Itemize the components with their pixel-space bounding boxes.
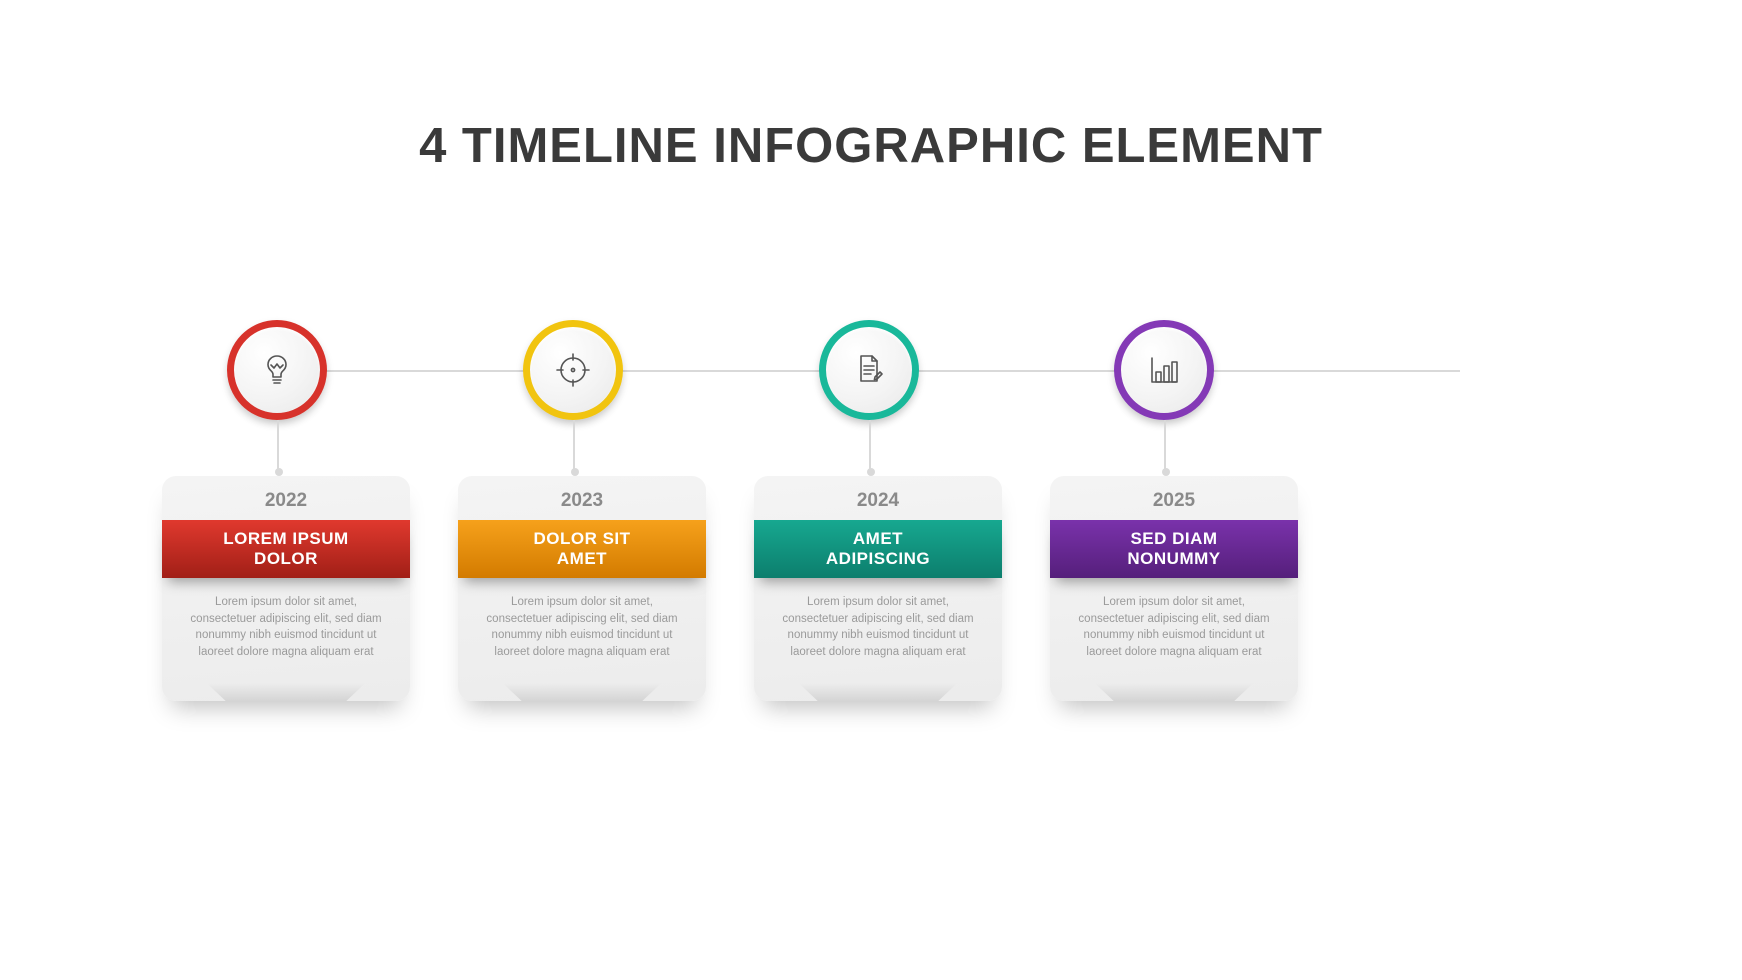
card-headline: SED DIAM NONUMMY (1127, 529, 1220, 568)
card-banner: DOLOR SIT AMET (458, 520, 706, 578)
card-body-text: Lorem ipsum dolor sit amet, consectetuer… (754, 578, 1002, 661)
node-drop-line (869, 420, 871, 472)
drop-end-dot (867, 468, 875, 476)
timeline-card: 2025 SED DIAM NONUMMY Lorem ipsum dolor si… (1050, 476, 1298, 701)
page-title: 4 TIMELINE INFOGRAPHIC ELEMENT (0, 118, 1742, 174)
infographic-stage: 4 TIMELINE INFOGRAPHIC ELEMENT 2022 LOREM… (0, 0, 1742, 980)
card-headline: AMET ADIPISCING (826, 529, 930, 568)
drop-end-dot (275, 468, 283, 476)
node-ring (523, 320, 623, 420)
card-year: 2025 (1050, 476, 1298, 512)
timeline-node (234, 327, 320, 413)
card-fold-shadow (799, 683, 958, 701)
card-headline: DOLOR SIT AMET (533, 529, 630, 568)
card-body-text: Lorem ipsum dolor sit amet, consectetuer… (458, 578, 706, 661)
node-ring (819, 320, 919, 420)
node-drop-line (573, 420, 575, 472)
card-banner: SED DIAM NONUMMY (1050, 520, 1298, 578)
card-body-text: Lorem ipsum dolor sit amet, consectetuer… (1050, 578, 1298, 661)
drop-end-dot (1162, 468, 1170, 476)
timeline-node (1121, 327, 1207, 413)
card-fold-shadow (207, 683, 366, 701)
timeline-card: 2023 DOLOR SIT AMET Lorem ipsum dolor sit … (458, 476, 706, 701)
node-ring (1114, 320, 1214, 420)
timeline-card: 2022 LOREM IPSUM DOLOR Lorem ipsum dolor s… (162, 476, 410, 701)
card-year: 2024 (754, 476, 1002, 512)
timeline-card: 2024 AMET ADIPISCING Lorem ipsum dolor sit… (754, 476, 1002, 701)
node-ring (227, 320, 327, 420)
drop-end-dot (571, 468, 579, 476)
card-year: 2022 (162, 476, 410, 512)
node-drop-line (1164, 420, 1166, 472)
card-banner: AMET ADIPISCING (754, 520, 1002, 578)
node-drop-line (277, 420, 279, 472)
card-fold-shadow (1095, 683, 1254, 701)
card-headline: LOREM IPSUM DOLOR (223, 529, 348, 568)
timeline-node (826, 327, 912, 413)
card-fold-shadow (503, 683, 662, 701)
card-year: 2023 (458, 476, 706, 512)
card-body-text: Lorem ipsum dolor sit amet, consectetuer… (162, 578, 410, 661)
card-banner: LOREM IPSUM DOLOR (162, 520, 410, 578)
timeline-node (530, 327, 616, 413)
